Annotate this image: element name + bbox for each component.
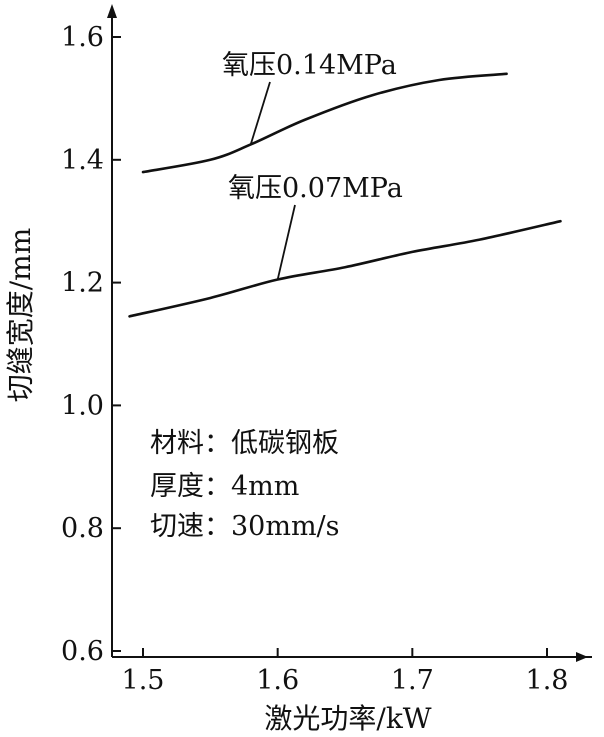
y-tick-label: 1.2: [61, 268, 104, 299]
y-tick-label: 1.0: [61, 390, 104, 421]
y-tick-label: 1.4: [61, 145, 104, 176]
x-axis-title: 激光功率/kW: [264, 702, 431, 735]
series-label-1: 氧压0.07MPa: [228, 173, 403, 204]
annotation-material: 材料：低碳钢板: [150, 428, 339, 459]
y-tick-label: 1.6: [61, 22, 104, 53]
y-tick-label: 0.8: [61, 513, 104, 544]
series-label-leader: [249, 81, 271, 145]
x-axis-arrow-icon: [576, 652, 588, 662]
y-tick-label: 0.6: [61, 636, 104, 667]
series-line-0: [141, 72, 508, 174]
x-tick-label: 1.8: [526, 665, 569, 696]
ticks: 1.5 1.6 1.7 1.8 0.6 0.8 1.0 1.2 1.4 1.6: [61, 22, 568, 696]
y-axis-arrow-icon: [107, 4, 117, 18]
series-labels: 氧压0.14MPa 氧压0.07MPa: [222, 50, 403, 280]
x-tick-label: 1.6: [256, 665, 299, 696]
series-line-1: [128, 219, 562, 318]
series-label-leader: [276, 204, 296, 280]
axes: [107, 4, 592, 662]
x-tick-label: 1.5: [122, 665, 165, 696]
annotation-speed: 切速：30mm/s: [150, 511, 340, 542]
y-axis-title: 切缝宽度/mm: [4, 228, 37, 403]
series-label-0: 氧压0.14MPa: [222, 50, 397, 81]
series-group: [128, 72, 562, 318]
annotation-thickness: 厚度：4mm: [150, 471, 299, 502]
x-tick-label: 1.7: [391, 665, 434, 696]
